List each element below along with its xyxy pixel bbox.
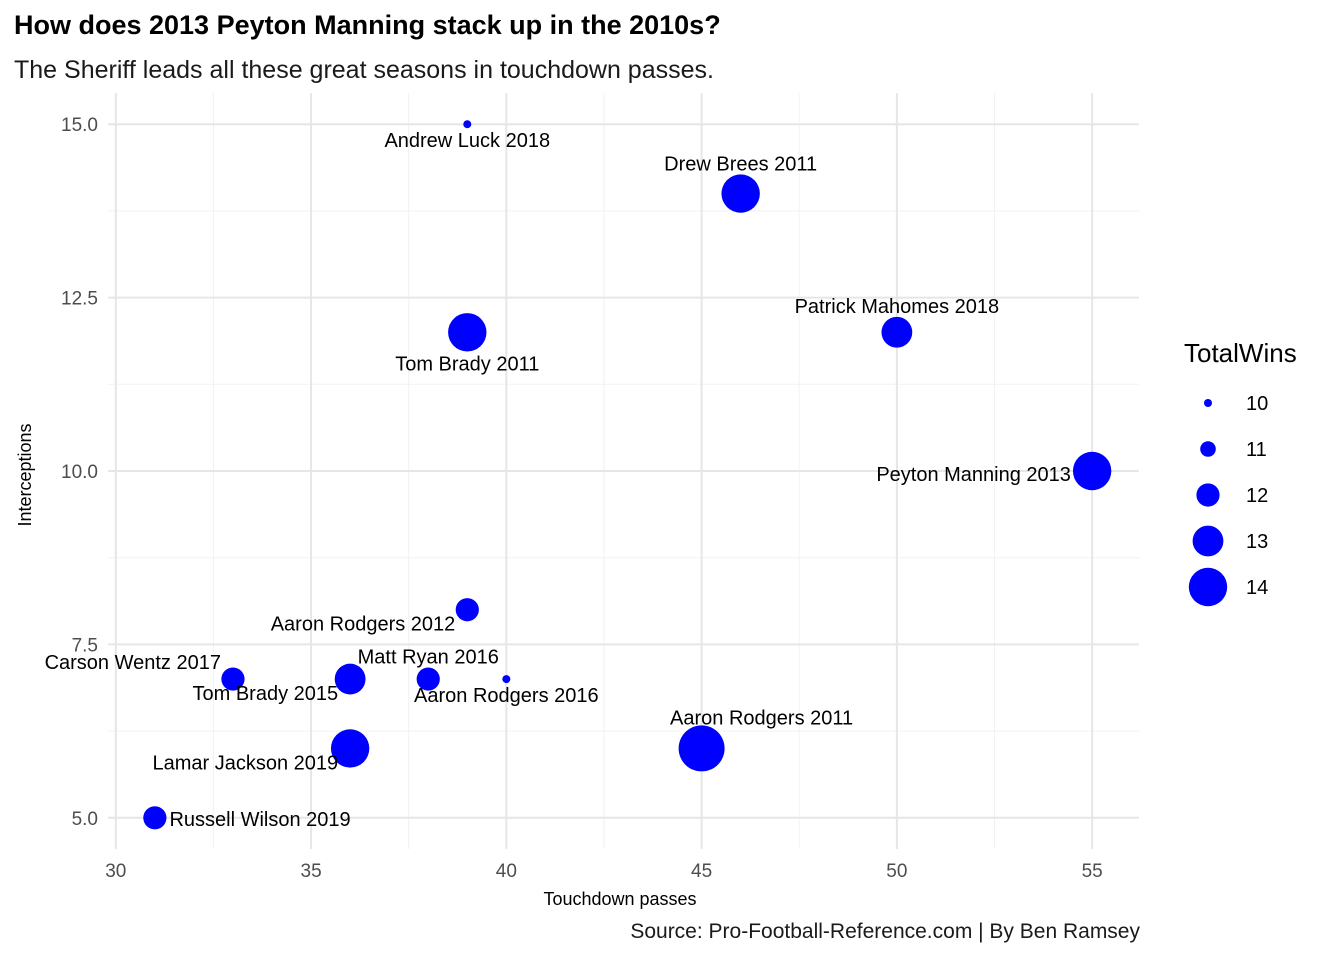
- point-label: Aaron Rodgers 2011: [670, 707, 853, 729]
- point-labels: Andrew Luck 2018 Drew Brees 2011 Tom Brady…: [45, 130, 1071, 831]
- x-tick-label: 35: [301, 861, 322, 882]
- point-label: Drew Brees 2011: [664, 153, 817, 175]
- data-point: [448, 313, 487, 352]
- point-label: Matt Ryan 2016: [358, 646, 499, 668]
- legend-label: 14: [1246, 577, 1268, 599]
- legend-key: [1204, 399, 1212, 407]
- point-label: Peyton Manning 2013: [876, 464, 1071, 486]
- point-label: Andrew Luck 2018: [384, 130, 550, 152]
- point-label: Patrick Mahomes 2018: [795, 296, 1000, 318]
- data-point: [221, 667, 245, 691]
- x-tick-label: 30: [105, 861, 126, 882]
- legend-title: TotalWins: [1184, 338, 1297, 368]
- legend-label: 11: [1246, 439, 1267, 461]
- data-point: [143, 806, 167, 830]
- point-label: Lamar Jackson 2019: [152, 752, 338, 774]
- data-point: [334, 663, 366, 695]
- point-label: Aaron Rodgers 2012: [271, 614, 456, 636]
- data-point: [455, 598, 479, 622]
- size-legend: TotalWins 10 11 12 13 14: [1184, 338, 1297, 607]
- y-axis-title: Interceptions: [15, 423, 35, 526]
- point-label: Tom Brady 2015: [192, 683, 338, 705]
- x-axis-ticks: 30 35 40 45 50 55: [105, 861, 1102, 882]
- data-point: [678, 725, 725, 772]
- point-label: Tom Brady 2011: [395, 353, 539, 375]
- data-point: [330, 729, 370, 768]
- y-tick-label: 10.0: [61, 462, 98, 483]
- legend-key: [1188, 567, 1228, 607]
- point-label: Aaron Rodgers 2016: [414, 685, 599, 707]
- data-point: [502, 675, 511, 684]
- y-tick-label: 7.5: [72, 635, 98, 656]
- y-tick-label: 5.0: [72, 809, 98, 830]
- x-tick-label: 45: [691, 861, 712, 882]
- data-point: [721, 174, 760, 213]
- point-label: Russell Wilson 2019: [169, 809, 350, 831]
- y-axis-ticks: 5.0 7.5 10.0 12.5 15.0: [61, 115, 98, 830]
- data-point: [881, 316, 913, 348]
- data-points: [143, 120, 1112, 830]
- chart-title: How does 2013 Peyton Manning stack up in…: [14, 10, 721, 40]
- data-point: [416, 667, 440, 691]
- x-tick-label: 55: [1082, 861, 1103, 882]
- legend-label: 10: [1246, 393, 1268, 415]
- data-point: [463, 120, 472, 129]
- y-tick-label: 15.0: [61, 115, 98, 136]
- data-point: [1072, 451, 1112, 491]
- grid-lines: [108, 93, 1139, 849]
- x-tick-label: 40: [496, 861, 517, 882]
- point-label: Carson Wentz 2017: [45, 652, 221, 674]
- x-axis-title: Touchdown passes: [543, 889, 696, 909]
- legend-label: 12: [1246, 485, 1268, 507]
- legend-key: [1200, 441, 1216, 457]
- chart-subtitle: The Sheriff leads all these great season…: [14, 56, 714, 84]
- y-tick-label: 12.5: [61, 289, 98, 310]
- chart-caption: Source: Pro-Football-Reference.com | By …: [630, 920, 1140, 943]
- legend-label: 13: [1246, 531, 1268, 553]
- legend-key: [1196, 483, 1220, 507]
- x-tick-label: 50: [886, 861, 907, 882]
- legend-key: [1192, 525, 1224, 557]
